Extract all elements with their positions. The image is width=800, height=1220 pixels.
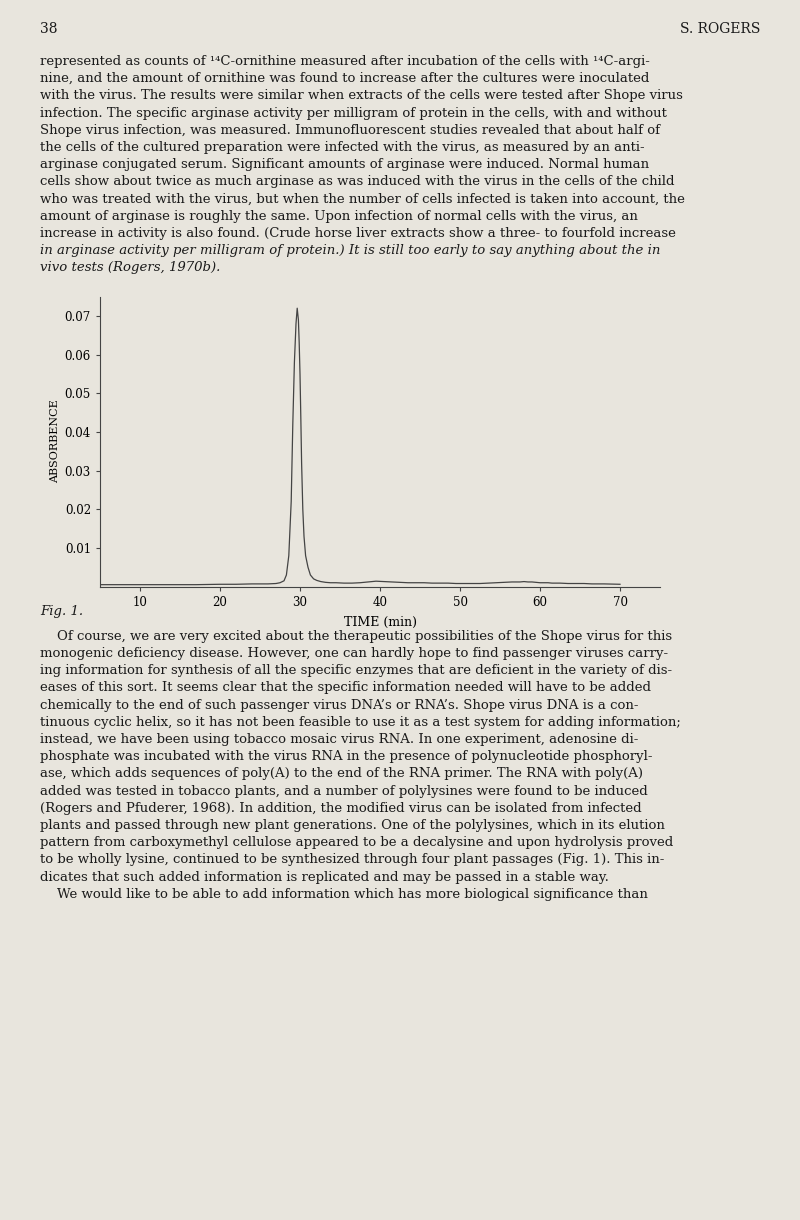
Text: who was treated with the virus, but when the number of cells infected is taken i: who was treated with the virus, but when… bbox=[40, 193, 685, 206]
Text: pattern from carboxymethyl cellulose appeared to be a decalysine and upon hydrol: pattern from carboxymethyl cellulose app… bbox=[40, 836, 674, 849]
Text: Shope virus infection, was measured. Immunofluorescent studies revealed that abo: Shope virus infection, was measured. Imm… bbox=[40, 123, 660, 137]
Text: ase, which adds sequences of poly(A) to the end of the RNA primer. The RNA with : ase, which adds sequences of poly(A) to … bbox=[40, 767, 643, 781]
Text: chemically to the end of such passenger virus DNA’s or RNA’s. Shope virus DNA is: chemically to the end of such passenger … bbox=[40, 699, 638, 711]
Text: (Rogers and Pfuderer, 1968). In addition, the modified virus can be isolated fro: (Rogers and Pfuderer, 1968). In addition… bbox=[40, 802, 642, 815]
Text: 38: 38 bbox=[40, 22, 58, 37]
Y-axis label: ABSORBENCE: ABSORBENCE bbox=[50, 400, 61, 483]
Text: dicates that such added information is replicated and may be passed in a stable : dicates that such added information is r… bbox=[40, 871, 609, 883]
Text: Fig. 1.: Fig. 1. bbox=[40, 605, 83, 617]
X-axis label: TIME (min): TIME (min) bbox=[343, 616, 417, 628]
Text: to be wholly lysine, continued to be synthesized through four plant passages (Fi: to be wholly lysine, continued to be syn… bbox=[40, 854, 664, 866]
Text: in arginase activity per milligram of protein.) It is still too early to say any: in arginase activity per milligram of pr… bbox=[40, 244, 660, 257]
Text: infection. The specific arginase activity per milligram of protein in the cells,: infection. The specific arginase activit… bbox=[40, 106, 667, 120]
Text: Of course, we are very excited about the therapeutic possibilities of the Shope : Of course, we are very excited about the… bbox=[40, 630, 672, 643]
Text: tinuous cyclic helix, so it has not been feasible to use it as a test system for: tinuous cyclic helix, so it has not been… bbox=[40, 716, 681, 728]
Text: S. ROGERS: S. ROGERS bbox=[680, 22, 760, 37]
Text: amount of arginase is roughly the same. Upon infection of normal cells with the : amount of arginase is roughly the same. … bbox=[40, 210, 638, 223]
Text: vivo tests (Rogers, 1970b).: vivo tests (Rogers, 1970b). bbox=[40, 261, 220, 274]
Text: the cells of the cultured preparation were infected with the virus, as measured : the cells of the cultured preparation we… bbox=[40, 142, 645, 154]
Text: nine, and the amount of ornithine was found to increase after the cultures were : nine, and the amount of ornithine was fo… bbox=[40, 72, 650, 85]
Text: eases of this sort. It seems clear that the specific information needed will hav: eases of this sort. It seems clear that … bbox=[40, 682, 651, 694]
Text: represented as counts of ¹⁴C-ornithine measured after incubation of the cells wi: represented as counts of ¹⁴C-ornithine m… bbox=[40, 55, 650, 68]
Text: monogenic deficiency disease. However, one can hardly hope to find passenger vir: monogenic deficiency disease. However, o… bbox=[40, 647, 668, 660]
Text: with the virus. The results were similar when extracts of the cells were tested : with the virus. The results were similar… bbox=[40, 89, 683, 102]
Text: increase in activity is also found. (Crude horse liver extracts show a three- to: increase in activity is also found. (Cru… bbox=[40, 227, 676, 240]
Text: phosphate was incubated with the virus RNA in the presence of polynucleotide pho: phosphate was incubated with the virus R… bbox=[40, 750, 653, 764]
Text: instead, we have been using tobacco mosaic virus RNA. In one experiment, adenosi: instead, we have been using tobacco mosa… bbox=[40, 733, 638, 745]
Text: cells show about twice as much arginase as was induced with the virus in the cel: cells show about twice as much arginase … bbox=[40, 176, 674, 188]
Text: ing information for synthesis of all the specific enzymes that are deficient in : ing information for synthesis of all the… bbox=[40, 664, 672, 677]
Text: We would like to be able to add information which has more biological significan: We would like to be able to add informat… bbox=[40, 888, 648, 900]
Text: added was tested in tobacco plants, and a number of polylysines were found to be: added was tested in tobacco plants, and … bbox=[40, 784, 648, 798]
Text: arginase conjugated serum. Significant amounts of arginase were induced. Normal : arginase conjugated serum. Significant a… bbox=[40, 159, 649, 171]
Text: plants and passed through new plant generations. One of the polylysines, which i: plants and passed through new plant gene… bbox=[40, 819, 665, 832]
